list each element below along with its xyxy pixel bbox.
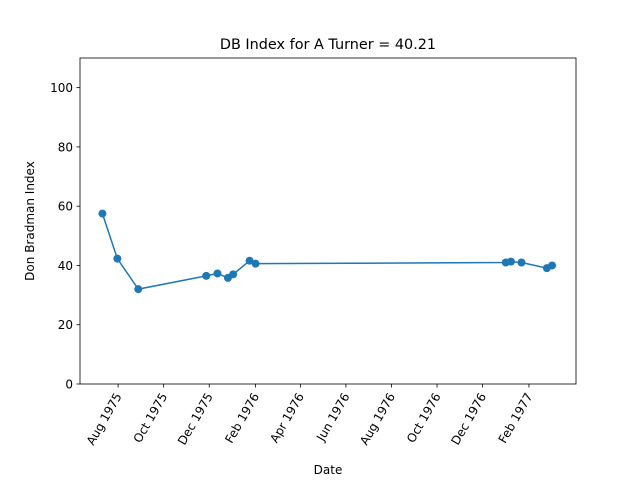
x-axis-label: Date bbox=[314, 463, 343, 477]
y-tick-label: 100 bbox=[50, 81, 73, 95]
data-point bbox=[251, 259, 260, 268]
data-series bbox=[98, 209, 557, 294]
plot-frame bbox=[79, 57, 577, 385]
data-point bbox=[245, 256, 254, 265]
y-tick-label: 20 bbox=[58, 318, 73, 332]
data-point bbox=[213, 269, 222, 278]
data-point bbox=[507, 257, 516, 266]
data-point bbox=[134, 285, 143, 294]
data-point bbox=[202, 271, 211, 280]
data-point bbox=[548, 261, 557, 270]
y-tick-label: 60 bbox=[58, 200, 73, 214]
y-tick-label: 40 bbox=[58, 259, 73, 273]
y-tick-label: 80 bbox=[58, 140, 73, 154]
chart-title: DB Index for A Turner = 40.21 bbox=[220, 37, 436, 53]
data-point bbox=[517, 258, 526, 267]
y-axis-label: Don Bradman Index bbox=[23, 161, 37, 281]
data-point bbox=[113, 254, 122, 263]
data-point bbox=[229, 270, 238, 279]
data-point bbox=[98, 209, 107, 218]
y-tick-label: 0 bbox=[65, 378, 73, 392]
